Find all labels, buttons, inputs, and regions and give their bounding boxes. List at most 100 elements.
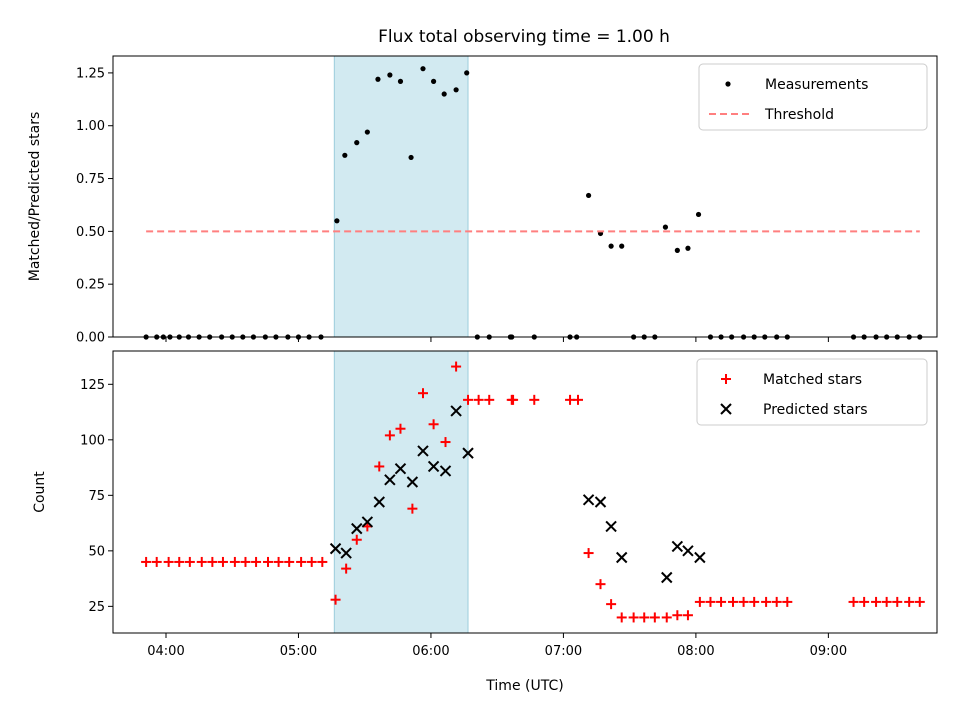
data-point <box>583 548 594 559</box>
data-point <box>859 596 870 607</box>
top-panel: 0.00 0.25 0.50 0.75 1.00 1.25 Matched/Predict… <box>27 55 938 346</box>
legend-swatch <box>721 374 731 384</box>
data-point <box>738 596 749 607</box>
data-point <box>354 140 360 146</box>
data-point <box>628 612 639 623</box>
data-point <box>761 596 772 607</box>
data-point <box>595 579 606 590</box>
data-point <box>174 556 185 567</box>
data-point <box>364 129 370 135</box>
bottom-panel-frame <box>112 350 938 634</box>
bottom-series-matched-stars <box>141 361 925 623</box>
data-point <box>685 245 691 251</box>
data-point <box>662 224 669 230</box>
data-point <box>306 556 317 567</box>
data-point <box>296 556 307 567</box>
data-point <box>771 596 782 607</box>
data-point <box>585 192 592 199</box>
data-point <box>440 437 451 448</box>
data-point <box>881 596 892 607</box>
data-point <box>605 520 617 533</box>
data-point <box>420 66 426 72</box>
data-point <box>340 547 352 559</box>
data-point <box>671 540 684 553</box>
data-point <box>682 545 694 557</box>
data-point <box>334 218 340 224</box>
data-point <box>904 596 915 607</box>
data-point <box>184 556 195 567</box>
data-point <box>695 211 702 218</box>
data-point <box>616 612 627 623</box>
y-tick-label: 75 <box>88 489 105 504</box>
legend-label: Measurements <box>765 77 868 93</box>
data-point <box>582 494 595 506</box>
data-point <box>317 556 328 567</box>
data-point <box>661 571 673 584</box>
data-point <box>871 596 882 607</box>
data-point <box>674 247 680 253</box>
y-tick-label: 1.00 <box>76 119 105 134</box>
data-point <box>892 596 903 607</box>
legend-label: Matched stars <box>763 372 862 388</box>
y-tick-label: 100 <box>80 433 105 448</box>
bottom-series-predicted-stars <box>329 405 706 584</box>
data-point <box>782 596 793 607</box>
data-point <box>848 596 859 607</box>
x-axis-label: Time (UTC) <box>485 678 563 694</box>
data-point <box>384 430 395 441</box>
y-tick-label: 25 <box>88 600 105 615</box>
data-point <box>395 423 406 434</box>
data-point <box>572 394 583 405</box>
data-point <box>608 243 614 249</box>
bottom-legend: Matched stars Predicted stars <box>696 358 928 426</box>
data-point <box>462 447 474 459</box>
data-point <box>251 556 262 567</box>
data-point <box>330 594 341 605</box>
legend-swatch <box>725 81 731 87</box>
data-point <box>151 556 162 567</box>
top-highlight-span <box>333 55 469 338</box>
data-point <box>439 465 452 477</box>
data-point <box>273 556 284 567</box>
legend-swatch <box>720 403 732 415</box>
chart-title: Flux total observing time = 1.00 h <box>378 27 670 47</box>
data-point <box>207 556 218 567</box>
data-point <box>397 78 404 84</box>
legend-label: Predicted stars <box>763 402 868 418</box>
data-point <box>705 596 716 607</box>
data-point <box>217 556 228 567</box>
data-point <box>606 599 617 610</box>
data-point <box>672 610 683 621</box>
top-ylabel: Matched/Predicted stars <box>27 112 43 282</box>
y-tick-label: 1.25 <box>76 66 105 81</box>
data-point <box>694 596 705 607</box>
data-point <box>484 394 495 405</box>
top-legend: Measurements Threshold <box>698 63 928 131</box>
data-point <box>619 243 625 249</box>
data-point <box>374 461 385 472</box>
x-tick-label: 06:00 <box>412 644 449 659</box>
data-point <box>661 612 672 623</box>
data-point <box>639 612 650 623</box>
y-tick-label: 0.00 <box>76 331 105 346</box>
data-point <box>407 503 418 514</box>
data-point <box>196 556 207 567</box>
data-point <box>351 534 362 545</box>
data-point <box>682 610 693 621</box>
data-point <box>464 70 470 76</box>
data-point <box>262 556 273 567</box>
data-point <box>341 563 352 574</box>
data-point <box>428 419 439 430</box>
data-point <box>616 551 628 564</box>
data-point <box>406 476 419 488</box>
data-point <box>451 361 462 372</box>
y-tick-label: 125 <box>80 378 105 393</box>
data-point <box>417 388 428 399</box>
data-point <box>694 551 706 564</box>
data-point <box>749 596 760 607</box>
data-point <box>441 91 447 97</box>
legend-label: Threshold <box>764 107 834 123</box>
data-point <box>463 394 474 405</box>
data-point <box>408 154 414 161</box>
data-point <box>373 496 385 508</box>
